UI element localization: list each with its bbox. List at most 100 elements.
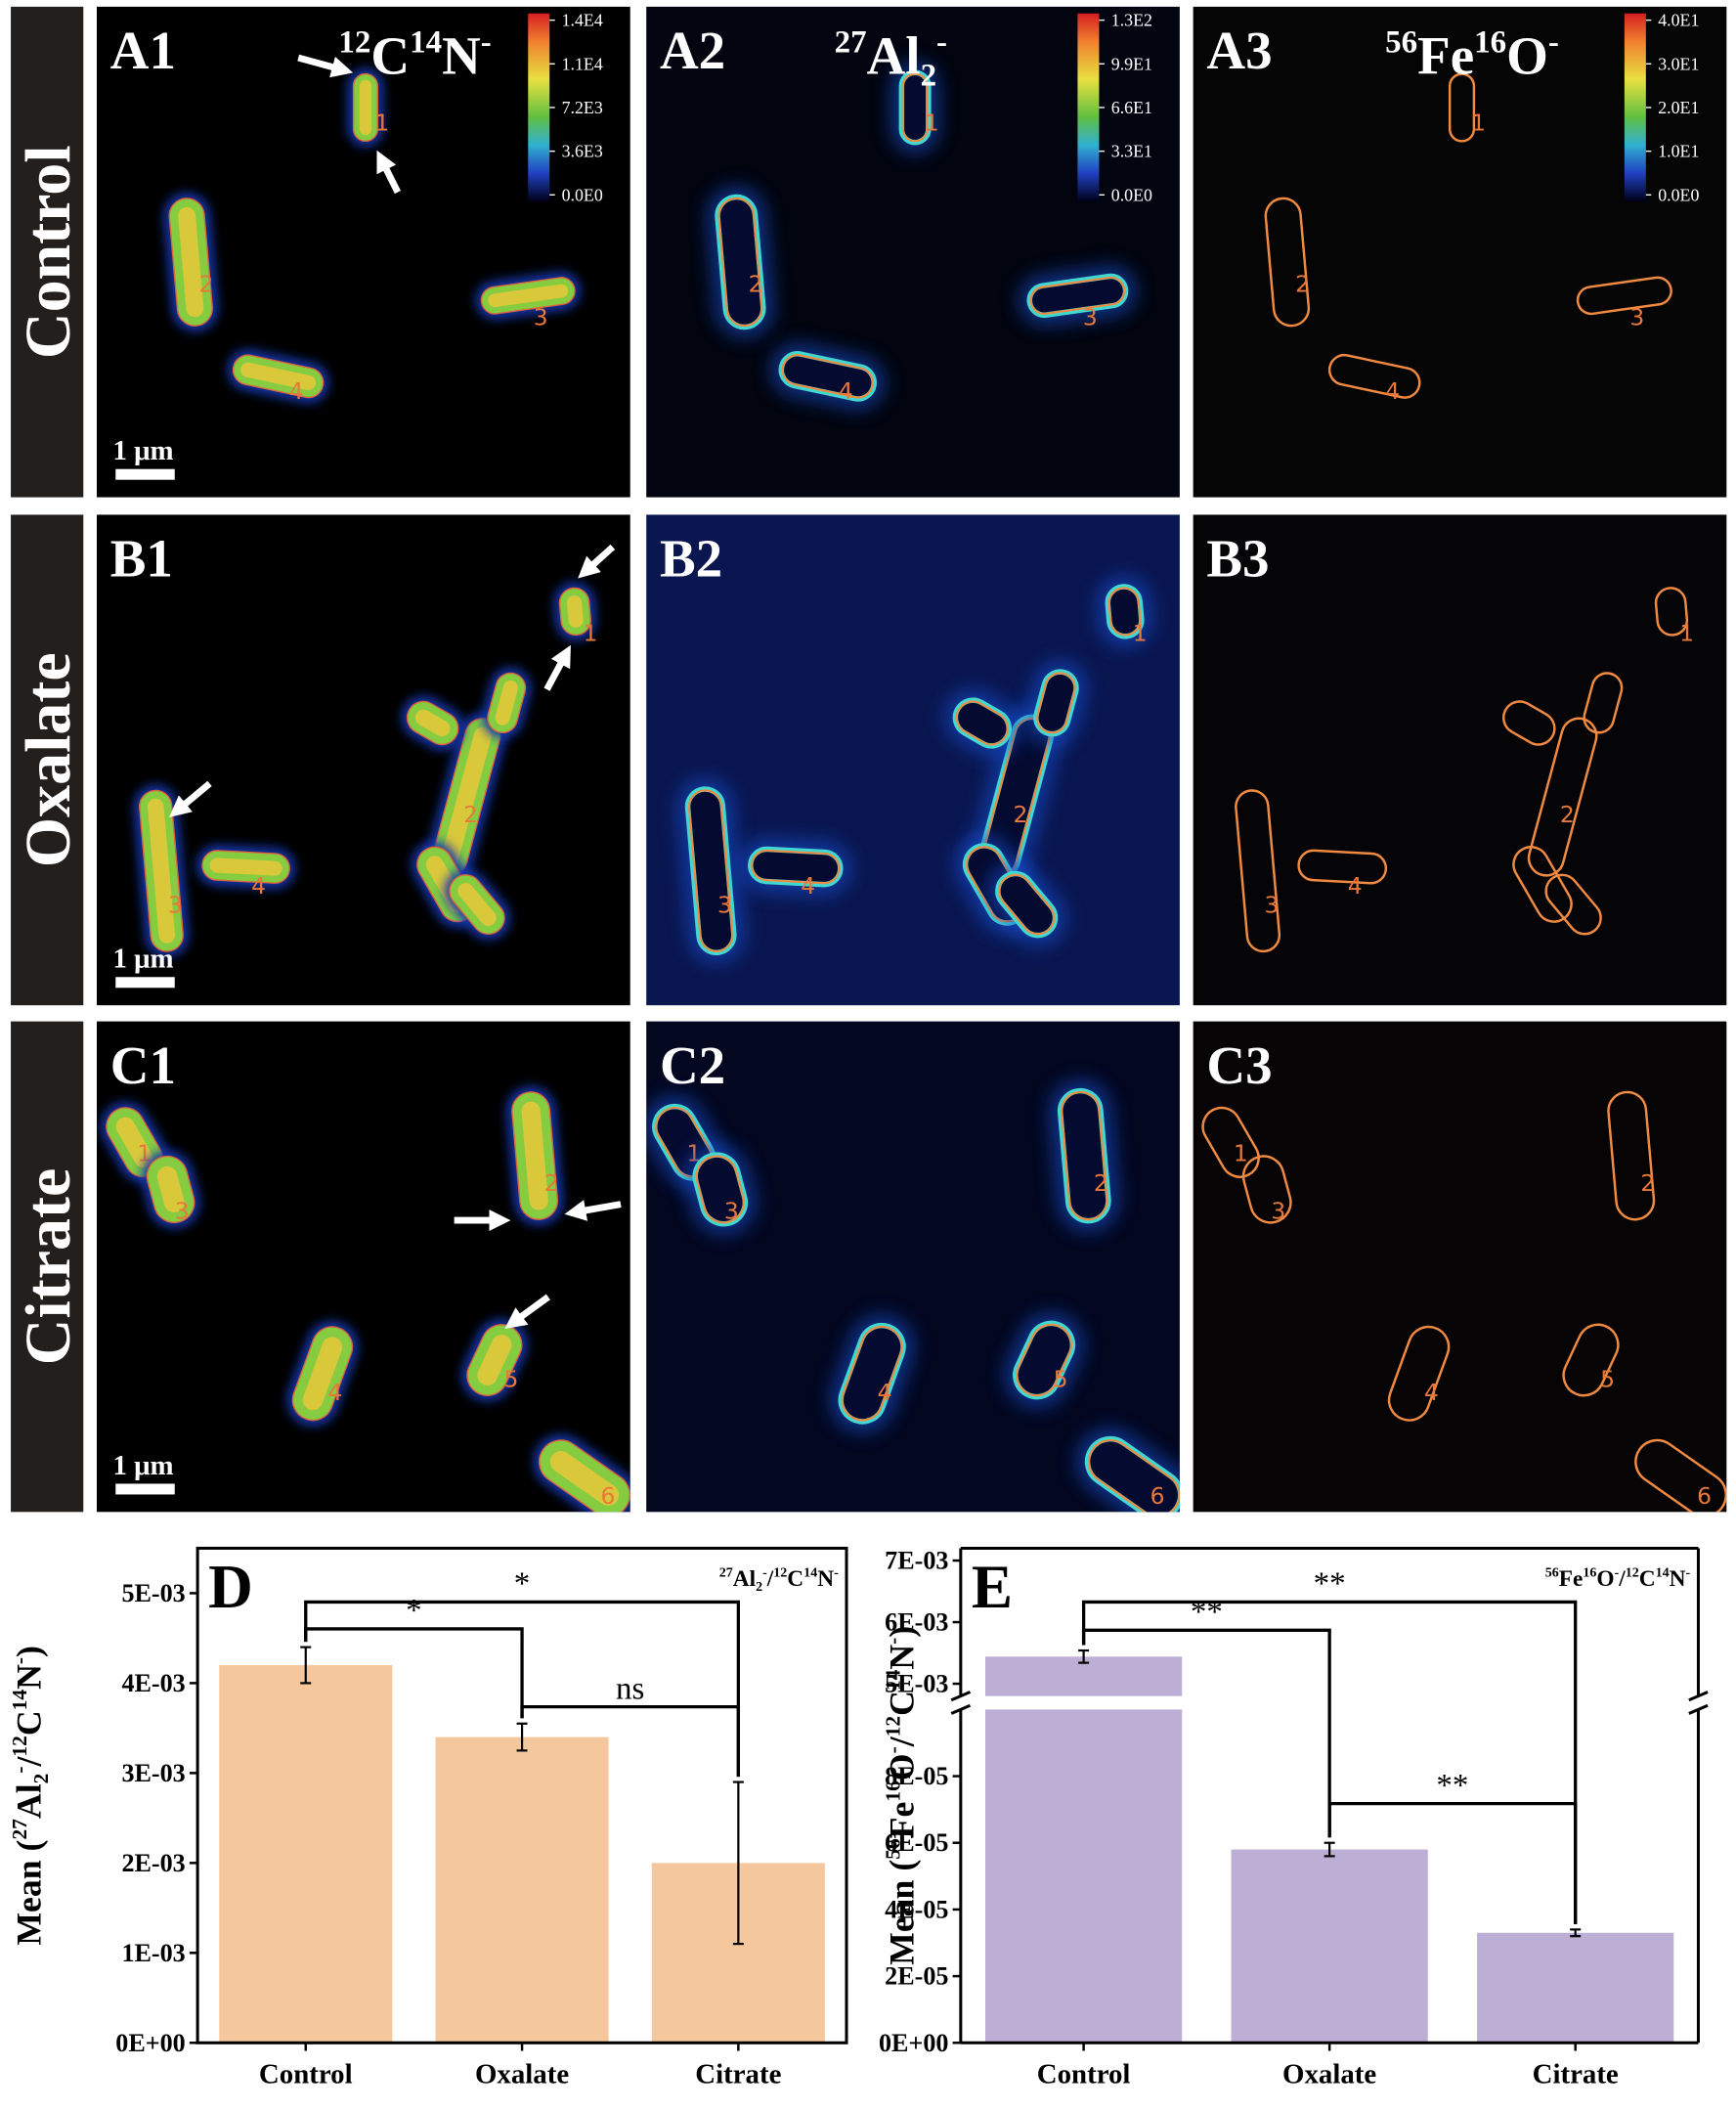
panel-bg [1193,514,1727,1006]
image-panel: 1 2 3 4 B2 [646,514,1180,1006]
text-part: Al [9,1783,48,1819]
significance-bracket [1081,1600,1578,1924]
text-part: 14 [1656,1566,1670,1581]
cells: 1 2 3 4 [676,576,1152,964]
text-part: 12 [338,25,370,61]
cells: 1 2 3 4 [1235,587,1694,953]
cell-label: 5 [1054,1366,1068,1393]
row-label-box [11,6,84,498]
cell-label: 2 [1640,1169,1655,1197]
text-part: 2 [29,1774,53,1784]
text-part: - [1686,1566,1691,1581]
colorbar-tick-label: 0.0E0 [1111,185,1152,204]
cell-label: 3 [717,891,732,918]
cell-label: 3 [175,1198,190,1225]
text-part: 12 [8,1736,31,1756]
colorbar-tick-label: 1.1E4 [562,54,603,73]
cell-label: 3 [1083,304,1098,331]
text-part: 14 [881,1669,904,1691]
text-part: / [766,1566,774,1592]
cell-outline [1448,72,1476,143]
text-part: 56 [1385,25,1417,61]
arrow [504,1294,550,1330]
colorbar-tick-label: 6.6E1 [1111,98,1152,117]
cell-outline [781,354,874,399]
cell-outline [1562,1323,1620,1397]
x-tick-label: Control [259,2059,353,2090]
axis-break [1688,1703,1709,1715]
cell-core [457,883,497,926]
x-tick-label: Oxalate [475,2059,569,2090]
cell-outline [1201,1106,1260,1178]
colorbar-tick-label: 3.3E1 [1111,142,1152,161]
bar [1477,1932,1674,2044]
significance-bracket [520,1704,741,1778]
text-part: 16 [1474,25,1506,61]
cell-outline [1264,197,1311,328]
cell-ring [715,194,766,330]
cell-label: 4 [251,872,266,900]
text-part: 2 [756,1580,762,1595]
text-part: 27 [719,1566,733,1581]
cell-label: 1 [1471,109,1486,136]
colorbar-tick-label: 1.0E1 [1658,142,1699,161]
cell-label: 4 [327,1379,342,1406]
cell-label: 5 [504,1366,519,1393]
cell-core [148,798,175,944]
colorbar-tick-label: 2.0E1 [1658,98,1699,117]
cell-outline [539,1439,630,1513]
cell-ring [1105,584,1145,639]
cell-outline [1607,1090,1656,1221]
cell-core [549,1451,620,1506]
panel-label: B3 [1206,529,1269,589]
panel-label: D [208,1553,253,1621]
y-tick-label: 0E+00 [879,2029,948,2057]
text-part: 27 [835,25,867,61]
cell-core [156,1165,185,1213]
y-tick-label: 6E-03 [885,1608,948,1637]
text-part: N [1670,1566,1686,1592]
text-part: 12 [1626,1566,1639,1581]
cell-outline [1297,849,1388,885]
text-part: Fe [1559,1566,1584,1592]
cell-outline [1576,276,1672,316]
cell-label: 2 [1295,270,1310,297]
cell-outline [1241,1155,1292,1224]
cell-core [209,857,282,876]
text-part: ) [883,1626,922,1638]
text-part: O [883,1753,922,1780]
arrow [169,780,212,817]
y-tick-label: 2E-05 [885,1962,948,1991]
text-part: 16 [1583,1566,1596,1581]
cell-ring [778,351,877,402]
cell-outline [687,789,734,952]
text-part: O [1506,26,1548,86]
text-part: 2 [921,59,936,94]
text-part: 56 [1545,1566,1559,1581]
cell-label: 2 [198,270,213,297]
cell-label: 4 [878,1379,892,1406]
text-part: - [1548,25,1559,61]
cell-outline [449,874,505,935]
cell-core [359,79,372,136]
cell-label: 1 [1679,620,1694,647]
text-part: 56 [881,1838,904,1860]
y-tick-label: 5E-03 [885,1670,948,1698]
row-label-box [11,1021,84,1513]
axis-break [950,1703,972,1715]
cell-core [115,1117,153,1168]
panel-label: C1 [110,1035,176,1095]
cell-core [495,681,518,725]
significance-label: ** [1436,1768,1468,1803]
cell-label: 1 [1234,1140,1248,1167]
text-part: C [370,26,410,86]
text-part: - [8,1767,31,1774]
cell-outline [1502,700,1556,746]
colorbar-tick-label: 4.0E1 [1658,11,1699,30]
cell-outline [558,587,591,637]
arrow [297,54,354,78]
x-tick-label: Control [1037,2059,1131,2090]
scale-bar [115,977,175,989]
